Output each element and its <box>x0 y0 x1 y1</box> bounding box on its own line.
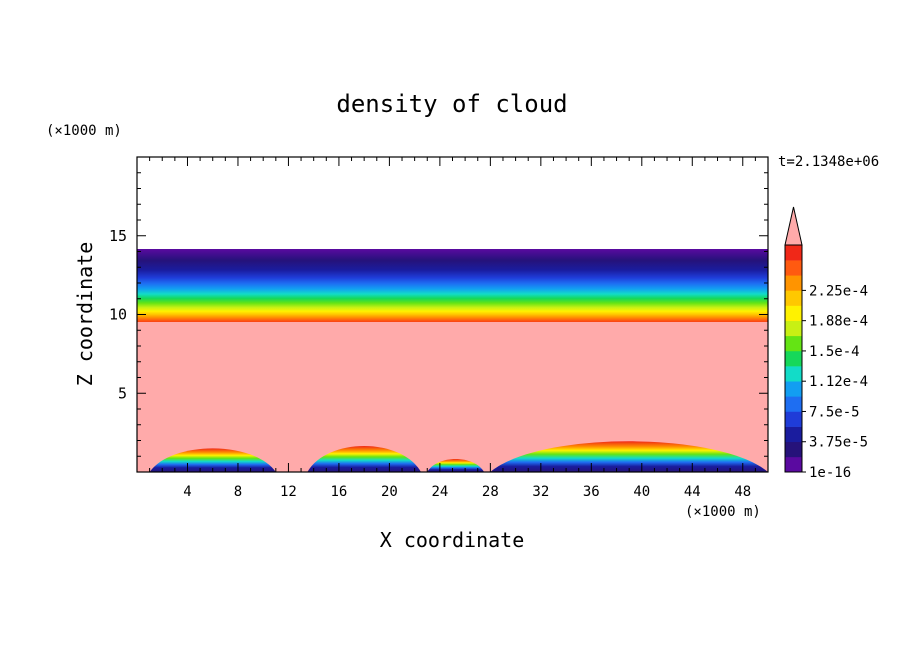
colorbar-segment <box>785 320 802 337</box>
y-unit-label: (×1000 m) <box>46 123 122 139</box>
surface-bump-3 <box>427 459 485 472</box>
colorbar-label: 1e-16 <box>809 465 851 481</box>
colorbar-label: 3.75e-5 <box>809 435 868 451</box>
surface-bump-2 <box>307 446 421 472</box>
colorbar-segment <box>785 245 802 261</box>
x-tick-label: 44 <box>684 484 701 500</box>
x-tick-label: 16 <box>330 484 347 500</box>
chart-title: density of cloud <box>336 90 567 118</box>
colorbar-segment <box>785 275 802 291</box>
colorbar-segment <box>785 290 802 306</box>
colorbar-segment <box>785 456 802 473</box>
surface-bump-4 <box>490 441 768 472</box>
colorbar-segment <box>785 411 802 427</box>
x-tick-label: 36 <box>583 484 600 500</box>
colorbar-label: 1.88e-4 <box>809 314 868 330</box>
x-tick-label: 40 <box>633 484 650 500</box>
x-unit-label: (×1000 m) <box>685 504 761 520</box>
colorbar-label: 1.12e-4 <box>809 374 868 390</box>
surface-bump-1 <box>149 448 276 472</box>
x-tick-label: 32 <box>532 484 549 500</box>
colorbar-segment <box>785 381 802 397</box>
colorbar-label: 7.5e-5 <box>809 404 860 420</box>
x-tick-label: 24 <box>431 484 448 500</box>
upper-gradient-region <box>137 249 768 324</box>
time-label: t=2.1348e+06 <box>778 154 879 170</box>
colorbar-segment <box>785 335 802 352</box>
colorbar-frame <box>784 244 803 473</box>
plot-area <box>137 157 768 472</box>
y-tick-label: 15 <box>109 227 127 245</box>
colorbar-extend-arrow <box>784 206 803 246</box>
colorbar-segment <box>785 426 802 443</box>
colorbar-label: 2.25e-4 <box>809 283 868 299</box>
colorbar-segment <box>785 350 802 367</box>
x-tick-label: 28 <box>482 484 499 500</box>
colorbar-label: 1.5e-4 <box>809 344 860 360</box>
x-tick-label: 20 <box>381 484 398 500</box>
x-axis-label: X coordinate <box>380 528 525 552</box>
surface-bumps <box>149 441 768 472</box>
colorbar: 1e-16 3.75e-5 7.5e-5 1.12e-4 1.5e-4 1.88e-4 2.… <box>784 206 868 481</box>
x-tick-label: 4 <box>183 484 191 500</box>
y-tick-label: 10 <box>109 306 127 324</box>
x-tick-label: 12 <box>280 484 297 500</box>
clear-air-region <box>137 157 768 249</box>
colorbar-segment <box>785 366 802 382</box>
colorbar-segment <box>785 260 802 276</box>
x-tick-label: 8 <box>234 484 242 500</box>
y-axis-label: Z coordinate <box>73 242 97 387</box>
x-tick-label: 48 <box>734 484 751 500</box>
colorbar-segment <box>785 396 802 412</box>
y-tick-label: 5 <box>118 384 127 402</box>
colorbar-segment <box>785 305 802 321</box>
colorbar-segment <box>785 441 802 458</box>
